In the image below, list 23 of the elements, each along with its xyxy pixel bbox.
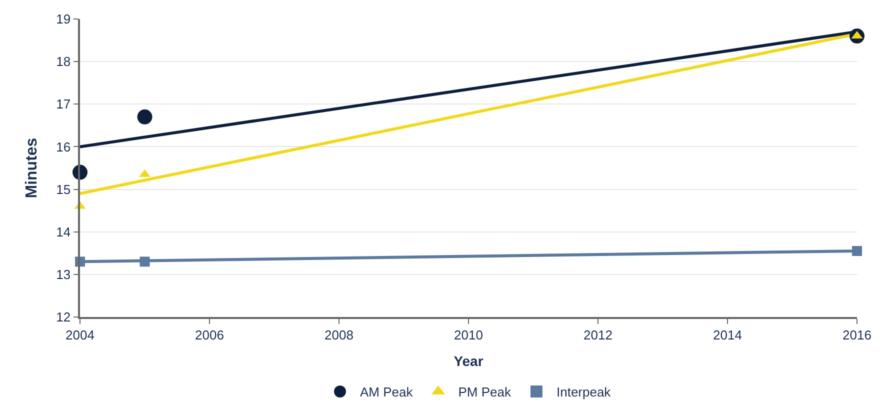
x-tick-label: 2016 [842, 327, 872, 342]
x-tick-label: 2008 [324, 327, 354, 342]
y-tick-label: 14 [56, 224, 71, 240]
y-tick-label: 17 [56, 96, 71, 112]
legend-label: PM Peak [458, 384, 512, 400]
x-tick-label: 2006 [195, 327, 224, 342]
x-tick-label: 2010 [454, 327, 483, 342]
y-tick-label: 16 [56, 139, 71, 154]
x-tick-label: 2012 [584, 327, 612, 342]
y-tick-label: 15 [56, 182, 71, 197]
y-tick-label: 12 [56, 310, 71, 325]
point [852, 246, 862, 256]
legend-label: AM Peak [360, 384, 414, 400]
y-tick-label: 18 [56, 54, 71, 70]
y-tick-label: 19 [56, 12, 71, 27]
x-tick-label: 2014 [713, 327, 742, 342]
x-axis-title: Year [454, 353, 484, 370]
legend-label: Interpeak [556, 384, 612, 400]
y-tick-label: 13 [56, 266, 71, 282]
point [137, 109, 152, 124]
x-tick-label: 2004 [66, 327, 94, 342]
point [140, 256, 150, 267]
y-axis-title: Minutes [24, 138, 41, 198]
